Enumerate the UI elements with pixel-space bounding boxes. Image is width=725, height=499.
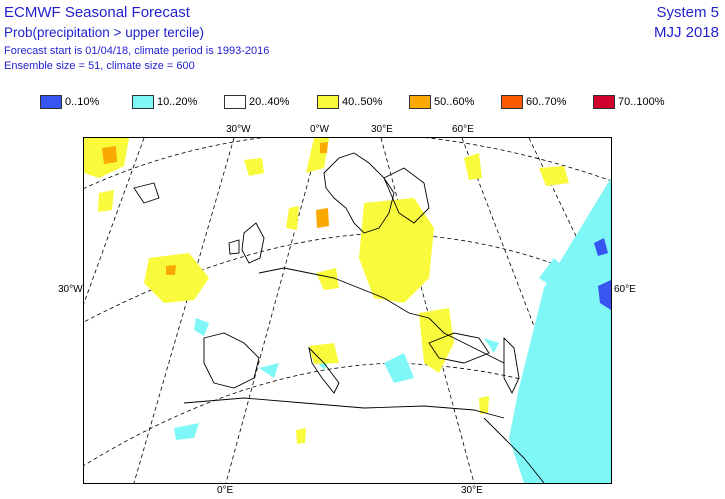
legend-swatch — [409, 95, 431, 109]
region-50-60 — [316, 208, 329, 228]
legend-item: 50..60% — [409, 95, 474, 109]
legend-swatch — [317, 95, 339, 109]
meridian-line — [461, 138, 595, 483]
region-10-20 — [509, 178, 611, 483]
region-50-60 — [320, 142, 328, 153]
legend-label: 70..100% — [618, 96, 665, 108]
region-40-50 — [419, 308, 454, 373]
legend-label: 60..70% — [526, 96, 567, 108]
region-40-50 — [464, 153, 482, 180]
coastline-caspian — [503, 336, 520, 395]
region-40-50 — [359, 198, 434, 303]
coastline-iberia — [203, 332, 260, 389]
legend-item: 0..10% — [40, 95, 99, 109]
region-40-50 — [309, 343, 339, 364]
chart-subtitle: Prob(precipitation > upper tercile) — [4, 25, 204, 40]
region-40-50 — [144, 253, 209, 303]
region-40-50 — [286, 206, 299, 230]
legend-item: 40..50% — [317, 95, 382, 109]
meridian-line — [380, 138, 475, 483]
axis-label-right: 60°E — [614, 284, 636, 295]
axis-label-bottom: 0°E — [217, 485, 234, 496]
legend-label: 10..20% — [157, 96, 198, 108]
legend-item: 60..70% — [501, 95, 566, 109]
legend-label: 40..50% — [342, 96, 383, 108]
latitude-line — [84, 138, 611, 189]
prob-0-10-areas — [594, 238, 611, 310]
region-40-50 — [539, 166, 569, 186]
region-0-10 — [594, 238, 608, 256]
axis-label-left: 30°W — [58, 284, 83, 295]
coastline-italy — [308, 346, 340, 394]
region-40-50 — [244, 158, 264, 176]
coastline-ireland — [228, 239, 240, 255]
region-10-20 — [539, 258, 569, 288]
coastline-black-sea — [428, 332, 490, 364]
legend-label: 50..60% — [434, 96, 475, 108]
chart-title: ECMWF Seasonal Forecast — [4, 4, 190, 21]
region-40-50 — [316, 268, 339, 290]
region-10-20 — [484, 338, 499, 353]
prob-50-60-areas — [102, 142, 329, 275]
coastline-north-africa — [183, 397, 505, 419]
map-panel — [83, 137, 612, 484]
ensemble-info: Ensemble size = 51, climate size = 600 — [4, 60, 195, 72]
period-label: MJJ 2018 — [653, 24, 719, 41]
coastline-continent — [258, 267, 505, 364]
coastline-britain — [241, 222, 265, 264]
system-label: System 5 — [656, 4, 719, 21]
prob-40-50-areas — [84, 138, 569, 444]
map-svg — [84, 138, 611, 483]
legend-swatch — [132, 95, 154, 109]
region-50-60 — [102, 146, 117, 164]
legend-label: 20..40% — [249, 96, 290, 108]
region-10-20 — [259, 363, 279, 378]
region-0-10 — [598, 280, 611, 310]
region-10-20 — [194, 318, 209, 336]
forecast-info: Forecast start is 01/04/18, climate peri… — [4, 45, 270, 57]
legend-item: 10..20% — [132, 95, 197, 109]
region-40-50 — [479, 396, 489, 414]
prob-10-20-areas — [174, 178, 611, 483]
coastline-iceland — [133, 182, 160, 204]
legend-item: 20..40% — [224, 95, 289, 109]
legend-swatch — [224, 95, 246, 109]
region-40-50 — [98, 190, 114, 212]
legend-swatch — [40, 95, 62, 109]
axis-label-top: 30°E — [371, 124, 393, 135]
meridian-line — [133, 138, 235, 483]
axis-label-top: 30°W — [226, 124, 251, 135]
coastline-arabia — [483, 417, 545, 483]
coastline-finland — [383, 167, 430, 224]
axis-label-bottom: 30°E — [461, 485, 483, 496]
legend-swatch — [501, 95, 523, 109]
coastline-scandinavia — [323, 152, 395, 234]
region-40-50 — [296, 428, 306, 444]
coastlines — [133, 152, 545, 483]
region-10-20 — [384, 353, 414, 383]
legend-label: 0..10% — [65, 96, 100, 108]
region-50-60 — [166, 265, 176, 275]
meridian-line — [225, 138, 321, 483]
legend-swatch — [593, 95, 615, 109]
legend-item: 70..100% — [593, 95, 664, 109]
region-10-20 — [174, 423, 199, 440]
axis-label-top: 60°E — [452, 124, 474, 135]
axis-label-top: 0°W — [310, 124, 329, 135]
